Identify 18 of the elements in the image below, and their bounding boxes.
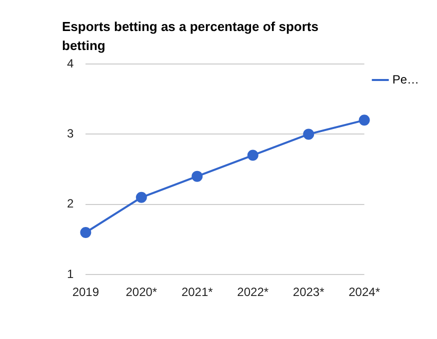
x-tick-label: 2020* — [126, 285, 158, 300]
point — [247, 150, 258, 161]
x-tick-label: 2019 — [72, 285, 100, 300]
y-tick-label: 3 — [66, 126, 74, 141]
point — [80, 226, 92, 238]
x-tick-label: 2021* — [181, 285, 214, 300]
point — [192, 170, 203, 182]
point — [358, 114, 370, 126]
x-tick-label: 2022* — [237, 285, 269, 300]
y-tick-label: 1 — [66, 266, 74, 281]
point — [136, 192, 147, 203]
y-tick-label: 4 — [66, 56, 74, 70]
x-tick-label: 2024* — [348, 285, 380, 300]
legend-label: Pe… — [392, 72, 420, 86]
x-tick-label: 2023* — [292, 285, 325, 300]
point — [303, 128, 314, 140]
chart-title: Esports betting as a percentage of sports betting — [62, 18, 320, 55]
y-tick-label: 2 — [66, 196, 74, 211]
